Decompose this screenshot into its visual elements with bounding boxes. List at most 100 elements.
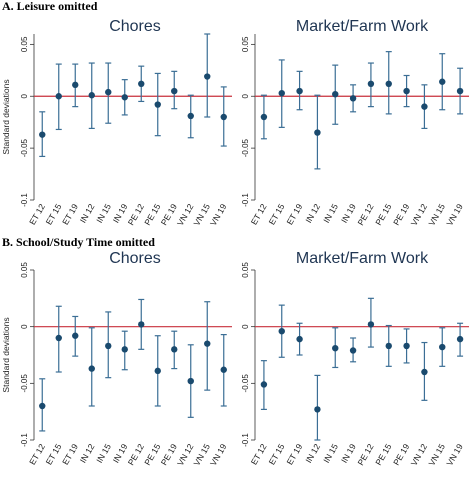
y-tick-label: -0.05 xyxy=(241,374,250,393)
estimate-et-12 xyxy=(39,378,46,432)
y-tick-label: 0 xyxy=(241,324,250,329)
estimate-vn-12 xyxy=(421,341,428,401)
estimate-et-19 xyxy=(72,315,79,357)
y-axis-label: Standard deviations xyxy=(1,79,11,154)
estimate-pe-15 xyxy=(385,51,392,115)
estimate-pe-19 xyxy=(171,330,178,370)
estimate-in-12 xyxy=(88,62,95,130)
estimate-vn-15 xyxy=(439,327,446,367)
x-tick-label: ET 12 xyxy=(249,202,269,227)
chart-title: Chores xyxy=(109,250,161,267)
x-tick-label: IN 12 xyxy=(78,202,97,225)
x-tick-label: PE 15 xyxy=(373,202,393,227)
estimate-et-19 xyxy=(296,70,303,111)
y-tick-label: 0.05 xyxy=(20,36,29,52)
point-estimate xyxy=(278,328,285,335)
point-estimate xyxy=(439,78,446,85)
estimate-et-15 xyxy=(278,59,285,128)
point-estimate xyxy=(220,366,227,373)
estimate-in-15 xyxy=(105,62,112,124)
chart-panel-a-chores: Chores 0.05 0 -0.05 -0.1 Standard deviations… xyxy=(0,14,237,236)
estimate-vn-12 xyxy=(187,344,194,418)
y-tick-label: -0.05 xyxy=(20,138,29,157)
estimate-in-19 xyxy=(121,330,128,371)
y-tick-label: 0.05 xyxy=(241,262,250,278)
point-estimate xyxy=(187,112,194,120)
chart-panel-b-chores: Chores 0.05 0 -0.05 -0.1 Standard deviations… xyxy=(0,250,237,474)
x-tick-label: IN 15 xyxy=(321,202,340,225)
point-estimate xyxy=(138,80,145,88)
point-estimate xyxy=(332,90,339,98)
estimate-et-12 xyxy=(260,360,268,410)
estimate-in-12 xyxy=(88,327,95,407)
point-estimate xyxy=(349,347,357,354)
estimate-vn-19 xyxy=(456,67,464,115)
point-estimate xyxy=(314,129,321,136)
point-estimate xyxy=(39,402,46,410)
chart-title: Chores xyxy=(109,18,161,35)
point-estimate xyxy=(204,340,211,347)
point-estimate xyxy=(105,342,112,350)
y-tick-label: -0.1 xyxy=(20,433,29,447)
x-tick-label: VN 19 xyxy=(208,202,229,228)
point-estimate xyxy=(456,335,464,343)
point-estimate xyxy=(72,332,79,339)
estimate-pe-15 xyxy=(385,324,392,367)
x-tick-label: ET 19 xyxy=(284,442,304,467)
x-tick-label: PE 15 xyxy=(373,442,393,467)
point-estimate xyxy=(403,87,410,95)
point-estimate xyxy=(367,321,375,328)
point-estimate xyxy=(88,92,95,99)
point-estimate xyxy=(121,346,128,353)
y-tick-label: 0.05 xyxy=(20,262,29,278)
estimate-in-15 xyxy=(105,311,112,379)
estimate-in-15 xyxy=(332,327,339,369)
x-tick-label: VN 15 xyxy=(427,202,448,228)
chart-panel-a-market: Market/Farm Work 0.05 0 -0.05 -0.1 ET 12 ET 1… xyxy=(237,14,474,236)
point-estimate xyxy=(187,377,194,385)
x-tick-label: IN 15 xyxy=(94,202,113,225)
estimate-et-15 xyxy=(55,305,62,373)
estimate-pe-19 xyxy=(403,74,410,108)
point-estimate xyxy=(220,113,227,121)
estimate-et-19 xyxy=(72,63,79,108)
chart-title: Market/Farm Work xyxy=(295,250,429,267)
point-estimate xyxy=(296,335,303,343)
x-tick-label: VN 12 xyxy=(409,442,430,468)
point-estimate xyxy=(403,342,410,350)
point-estimate xyxy=(154,101,161,108)
point-estimate xyxy=(154,367,161,375)
x-tick-label: PE 12 xyxy=(355,442,375,467)
x-tick-label: VN 12 xyxy=(409,202,430,228)
estimate-et-15 xyxy=(278,304,285,358)
x-tick-label: VN 19 xyxy=(444,202,465,228)
estimate-vn-12 xyxy=(421,84,428,130)
point-estimate xyxy=(421,368,428,376)
y-tick-label: -0.1 xyxy=(20,193,29,207)
point-estimate xyxy=(72,81,79,89)
point-estimate xyxy=(171,87,178,95)
estimate-pe-12 xyxy=(138,298,145,350)
estimate-in-19 xyxy=(349,84,357,113)
point-estimate xyxy=(456,87,464,95)
estimate-in-15 xyxy=(332,64,339,125)
estimate-vn-19 xyxy=(220,86,227,147)
point-estimate xyxy=(171,346,178,353)
estimate-vn-15 xyxy=(204,33,211,118)
point-estimate xyxy=(439,343,446,351)
estimate-in-12 xyxy=(314,374,321,441)
x-tick-label: VN 19 xyxy=(208,442,229,468)
y-tick-label: 0 xyxy=(20,93,29,98)
point-estimate xyxy=(367,80,375,88)
point-estimate xyxy=(55,93,62,100)
section-b-label: B. School/Study Time omitted xyxy=(2,235,155,249)
y-tick-label: 0 xyxy=(20,324,29,329)
x-tick-label: PE 12 xyxy=(355,202,375,227)
point-estimate xyxy=(314,406,321,413)
y-axis-label: Standard deviations xyxy=(1,317,11,392)
point-estimate xyxy=(55,334,62,342)
estimate-pe-19 xyxy=(403,328,410,364)
estimate-vn-15 xyxy=(204,301,211,391)
